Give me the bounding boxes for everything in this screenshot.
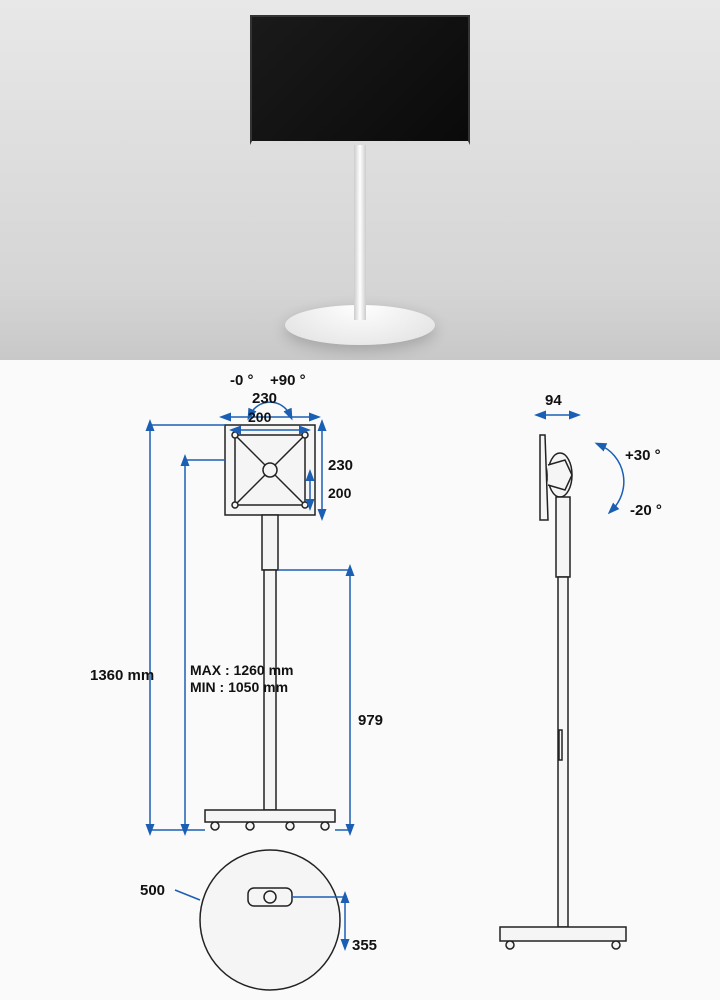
tilt-down-label: -20 ° [630,502,662,519]
photo-tv-screen [250,15,470,145]
tv-stand-render [250,10,470,350]
height-max-label: MAX : 1260 mm [190,662,293,678]
photo-pole [354,145,366,320]
base-height-label: 355 [352,937,377,954]
front-view: -0 ° +90 ° 230 200 230 200 1360 mm MAX :… [90,372,383,830]
vesa-inner-v-label: 200 [328,485,352,501]
swivel-max-label: +90 ° [270,372,306,389]
swivel-min-label: -0 ° [230,372,254,389]
depth-label: 94 [545,392,562,409]
technical-diagram: -0 ° +90 ° 230 200 230 200 1360 mm MAX :… [0,360,720,1000]
base-top-view: 500 355 [140,850,377,990]
tilt-up-label: +30 ° [625,447,661,464]
vesa-outer-h-label: 230 [252,390,277,407]
product-photo [0,0,720,360]
vesa-inner-h-label: 200 [248,409,272,425]
vesa-outer-v-label: 230 [328,457,353,474]
base-diameter-label: 500 [140,882,165,899]
pole-height-label: 979 [358,712,383,729]
side-view: 94 +30 ° -20 ° [500,392,662,949]
diagram-svg: -0 ° +90 ° 230 200 230 200 1360 mm MAX :… [0,360,720,1000]
total-height-label: 1360 mm [90,667,154,684]
height-min-label: MIN : 1050 mm [190,679,288,695]
